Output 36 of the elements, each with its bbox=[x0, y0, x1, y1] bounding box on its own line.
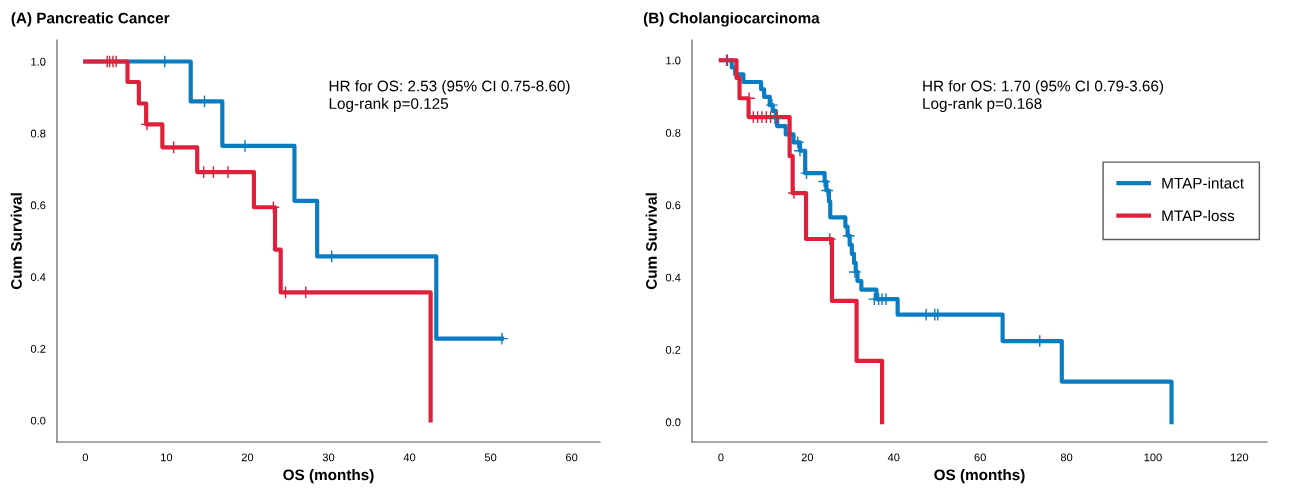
x-tick-label: 60 bbox=[974, 453, 986, 462]
x-axis-title: OS (months) bbox=[283, 469, 374, 484]
legend-label: MTAP-loss bbox=[1162, 209, 1235, 222]
x-tick-label: 40 bbox=[403, 453, 416, 462]
annotation: HR for OS: 2.53 (95% CI 0.75-8.60) Log-rank p=0.125 bbox=[329, 80, 570, 112]
x-tick-label: 50 bbox=[484, 453, 497, 462]
y-axis-title: Cum Survival bbox=[10, 193, 22, 290]
y-tick-label: 0.8 bbox=[665, 128, 681, 137]
x-tick-label: 0 bbox=[82, 453, 89, 462]
x-tick-label: 120 bbox=[1230, 453, 1249, 462]
x-tick-label: 80 bbox=[1060, 453, 1073, 462]
y-tick-label: 0.0 bbox=[665, 418, 681, 427]
y-tick-label: 1.0 bbox=[31, 57, 46, 66]
x-tick-label: 40 bbox=[887, 453, 900, 462]
legend-label: MTAP-intact bbox=[1162, 177, 1244, 189]
x-tick-label: 10 bbox=[161, 453, 173, 462]
chart-title: (B) Cholangiocarcinoma bbox=[643, 12, 820, 27]
chart-title: (A) Pancreatic Cancer bbox=[11, 12, 170, 27]
x-tick-label: 100 bbox=[1144, 453, 1162, 462]
y-tick-label: 0.2 bbox=[30, 344, 46, 353]
y-tick-label: 0.6 bbox=[30, 201, 46, 210]
y-tick-label: 1.0 bbox=[666, 56, 681, 65]
y-tick-label: 0.6 bbox=[665, 201, 681, 210]
x-tick-label: 0 bbox=[718, 453, 724, 462]
y-tick-label: 0.2 bbox=[665, 346, 681, 354]
x-tick-label: 60 bbox=[566, 453, 578, 462]
x-tick-label: 20 bbox=[801, 453, 814, 462]
y-axis-title: Cum Survival bbox=[645, 193, 657, 290]
y-tick-label: 0.0 bbox=[30, 416, 46, 425]
x-tick-label: 30 bbox=[322, 453, 335, 462]
annotation: HR for OS: 1.70 (95% CI 0.79-3.66) Log-rank p=0.168 bbox=[923, 80, 1164, 112]
y-tick-label: 0.8 bbox=[30, 129, 46, 138]
y-tick-label: 0.4 bbox=[665, 273, 681, 282]
x-tick-label: 20 bbox=[241, 453, 254, 462]
x-axis-title: OS (months) bbox=[934, 469, 1025, 484]
y-tick-label: 0.4 bbox=[30, 273, 46, 282]
